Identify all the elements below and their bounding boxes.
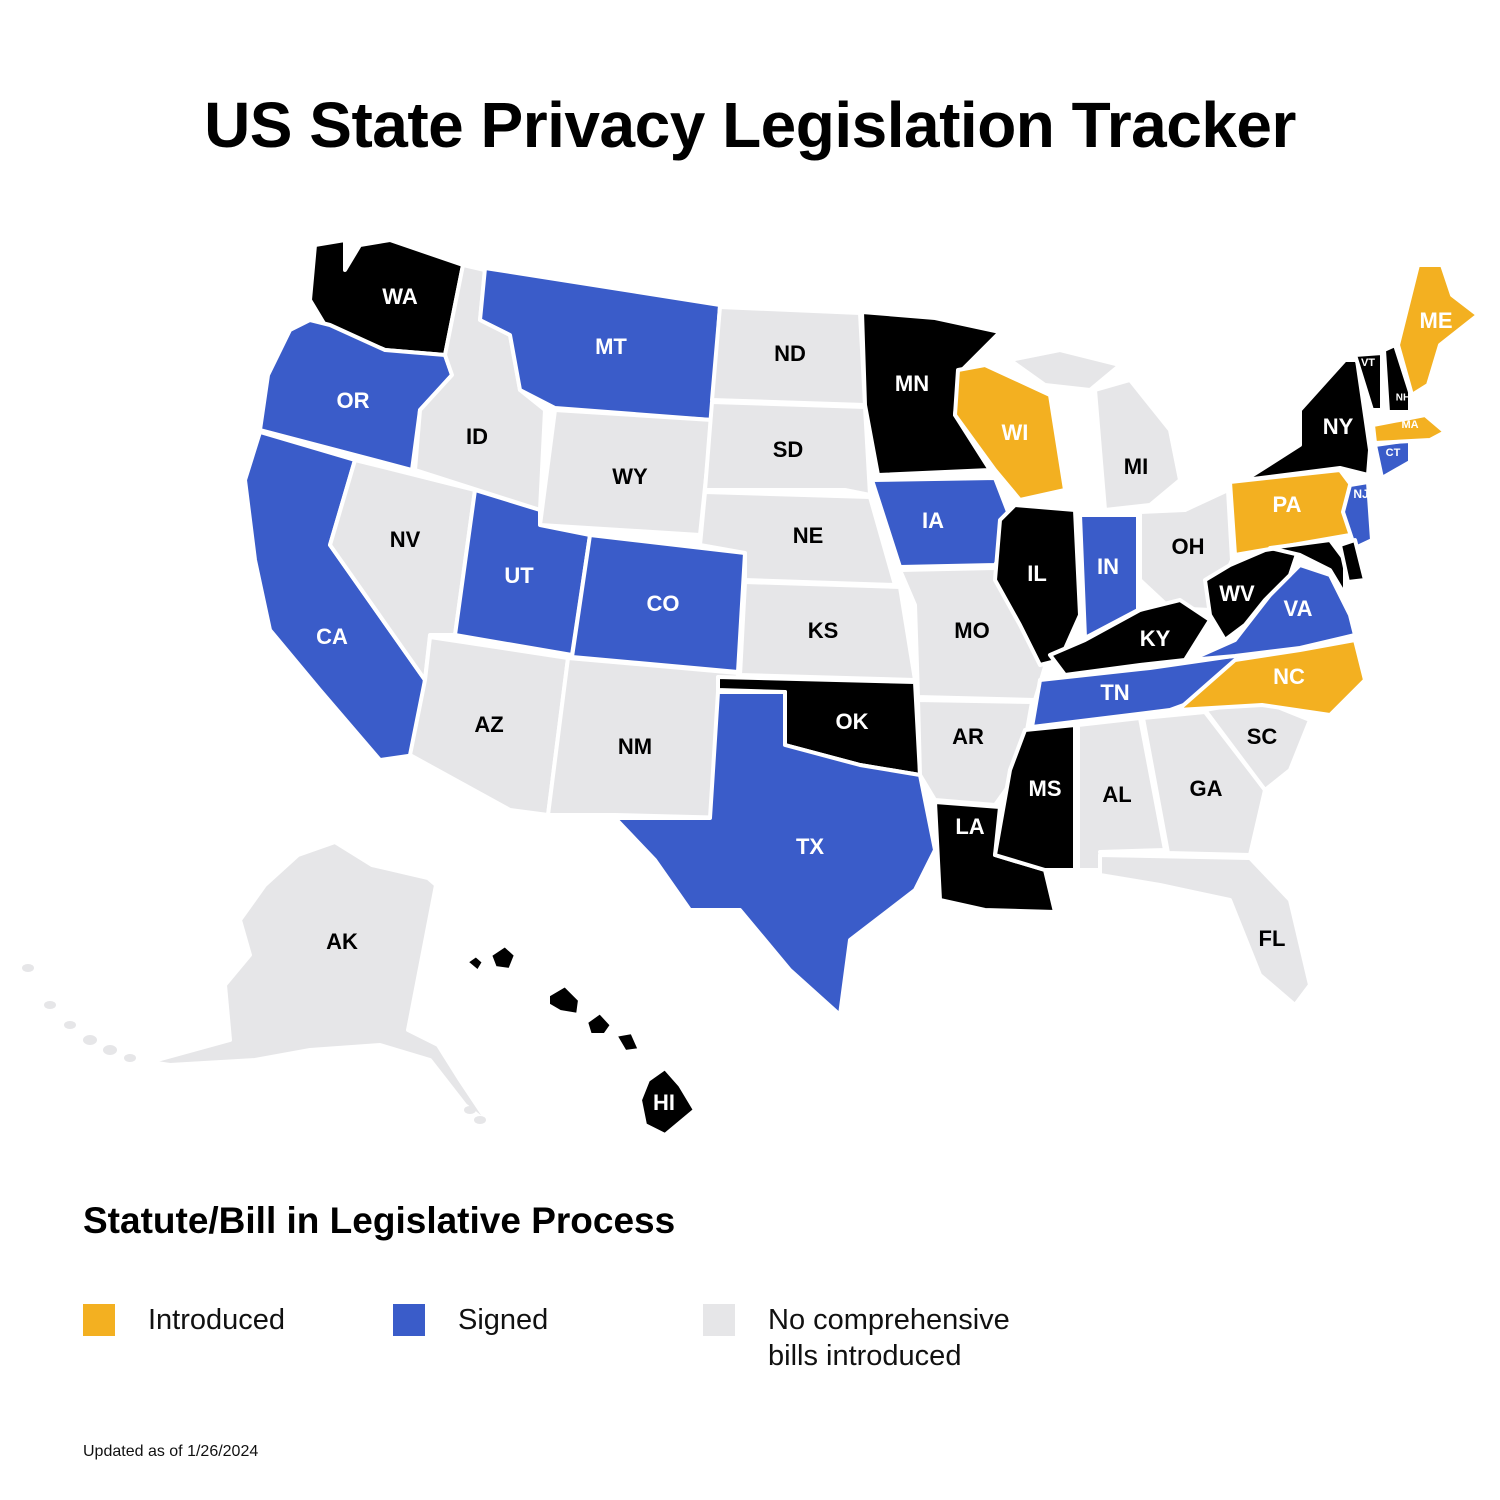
state-label-ca: CA (316, 624, 348, 649)
state-label-nm: NM (618, 734, 652, 759)
legend-item-signed: Signed (393, 1304, 548, 1338)
state-ak-island-7 (464, 1106, 476, 1114)
state-label-ia: IA (922, 508, 944, 533)
state-label-al: AL (1102, 782, 1131, 807)
state-label-nd: ND (774, 341, 806, 366)
state-ky (1048, 598, 1212, 677)
state-label-mt: MT (595, 334, 627, 359)
state-md (1268, 538, 1347, 597)
state-label-nv: NV (390, 527, 421, 552)
state-label-or: OR (337, 388, 370, 413)
state-label-il: IL (1027, 561, 1047, 586)
state-nh (1382, 343, 1412, 414)
state-tx (613, 690, 937, 1017)
state-label-nj: NJ (1353, 487, 1368, 501)
state-label-hi: HI (653, 1090, 675, 1115)
legend-label-signed: Signed (458, 1304, 549, 1336)
state-ak-island-1 (22, 964, 34, 972)
state-ct (1373, 438, 1412, 480)
state-sd (703, 400, 872, 497)
state-hi-island-5 (613, 1030, 642, 1054)
state-label-ok: OK (836, 709, 869, 734)
legend-label-introduced: Introduced (148, 1304, 286, 1336)
state-ga (1141, 710, 1267, 857)
legend-swatch-none (703, 1304, 735, 1336)
state-label-nc: NC (1273, 664, 1305, 689)
legend-title: Statute/Bill in Legislative Process (83, 1200, 676, 1241)
state-ak-island-8 (474, 1116, 486, 1124)
state-label-sd: SD (773, 437, 804, 462)
state-ma (1371, 413, 1447, 445)
state-al (1076, 716, 1167, 872)
state-de (1338, 538, 1367, 584)
state-label-va: VA (1284, 596, 1313, 621)
state-hi-island-3 (546, 983, 582, 1017)
state-label-mo: MO (954, 618, 989, 643)
state-label-az: AZ (474, 712, 503, 737)
state-wi (953, 363, 1067, 502)
state-il (993, 503, 1082, 667)
state-ak-island-2 (44, 1001, 56, 1009)
state-label-ct: CT (1386, 447, 1401, 459)
state-ak-island-5 (103, 1045, 117, 1055)
legend-swatch-introduced (83, 1304, 115, 1336)
state-ak-island-4 (83, 1035, 97, 1045)
state-label-tx: TX (796, 834, 824, 859)
state-ak-island-3 (64, 1021, 76, 1029)
state-label-me: ME (1420, 308, 1453, 333)
state-label-sc: SC (1247, 724, 1278, 749)
state-label-tn: TN (1100, 680, 1129, 705)
state-label-nh: NH (1396, 393, 1410, 404)
state-hi-island-4 (584, 1010, 614, 1037)
state-nc (1176, 638, 1367, 717)
state-label-wv: WV (1219, 581, 1255, 606)
updated-date: Updated as of 1/26/2024 (83, 1443, 259, 1460)
state-label-ga: GA (1190, 776, 1223, 801)
state-ak-island-6 (124, 1054, 136, 1062)
state-wv (1203, 543, 1302, 642)
state-label-ma: MA (1401, 419, 1418, 431)
page-title: US State Privacy Legislation Tracker (204, 89, 1296, 161)
state-mi (1093, 378, 1182, 512)
legend-item-introduced: Introduced (83, 1304, 285, 1338)
state-label-id: ID (466, 424, 488, 449)
state-label-mn: MN (895, 371, 929, 396)
state-me (1396, 263, 1480, 397)
state-label-ar: AR (952, 724, 984, 749)
state-label-ny: NY (1323, 414, 1354, 439)
state-label-la: LA (955, 814, 984, 839)
state-vt (1353, 351, 1384, 412)
state-label-wi: WI (1002, 420, 1029, 445)
state-label-co: CO (647, 591, 680, 616)
state-label-ks: KS (808, 618, 839, 643)
legend-swatch-signed (393, 1304, 425, 1336)
state-hi-island-2 (488, 943, 518, 972)
state-label-wa: WA (382, 284, 418, 309)
state-hi-island-6 (638, 1066, 697, 1137)
state-label-vt: VT (1361, 357, 1375, 369)
state-ak (148, 840, 492, 1127)
state-label-fl: FL (1259, 926, 1286, 951)
state-label-ms: MS (1029, 776, 1062, 801)
state-label-mi: MI (1124, 454, 1148, 479)
legend-item-none: No comprehensive bills introduced (703, 1304, 1010, 1374)
state-label-pa: PA (1273, 492, 1302, 517)
state-label-ak: AK (326, 929, 358, 954)
legend-label-none: No comprehensive bills introduced (768, 1304, 1010, 1372)
state-hi-island-1 (464, 953, 486, 974)
state-label-oh: OH (1172, 534, 1205, 559)
state-label-ky: KY (1140, 626, 1171, 651)
state-label-in: IN (1097, 554, 1119, 579)
state-nj (1341, 480, 1374, 550)
state-label-ut: UT (504, 563, 534, 588)
state-ms (993, 723, 1077, 872)
state-mi-upper-peninsula (1008, 348, 1122, 392)
state-fl (1098, 853, 1312, 1007)
state-label-ne: NE (793, 523, 824, 548)
state-label-wy: WY (612, 464, 648, 489)
